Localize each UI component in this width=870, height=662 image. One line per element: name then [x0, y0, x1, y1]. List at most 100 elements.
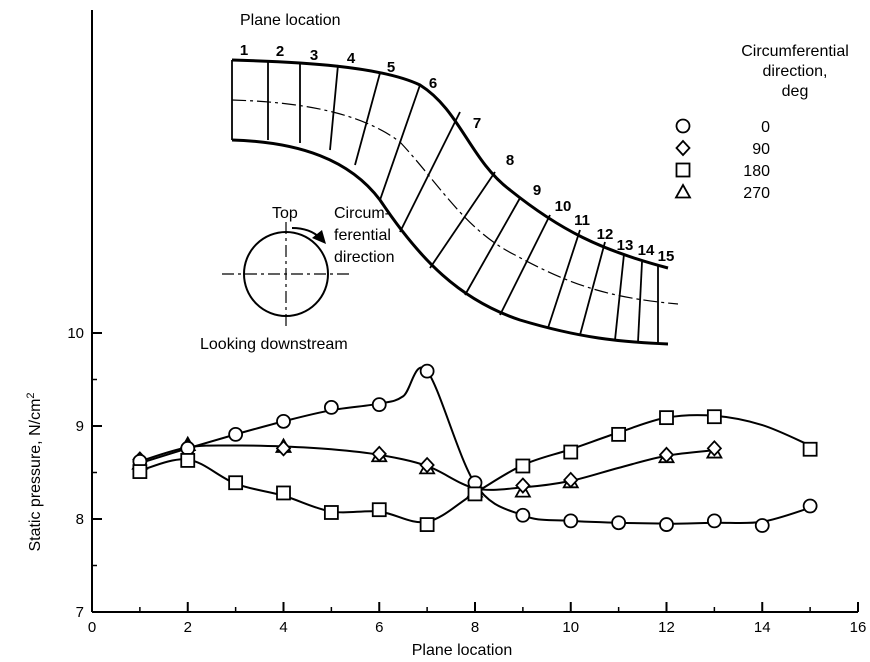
marker-square-series-180: [659, 410, 674, 426]
plane-number-label: 3: [310, 47, 318, 64]
legend: Circumferential direction, deg 0 90 180 270: [674, 43, 849, 202]
plane-number-label: 14: [638, 242, 655, 259]
marker-diamond-series-90: [419, 456, 435, 474]
plane-line: [379, 84, 421, 201]
x-tick-label: 12: [658, 619, 675, 636]
marker-diamond-series-90: [563, 471, 579, 489]
marker-circle-series-0: [180, 440, 196, 456]
y-axis-title-text: Static pressure, N/cm: [27, 399, 44, 552]
marker-square-series-180: [802, 441, 818, 457]
marker-circle-series-0: [659, 517, 674, 532]
plane-number-label: 13: [617, 237, 634, 254]
marker-diamond-series-90: [658, 446, 675, 464]
looking-downstream-label: Looking downstream: [200, 336, 348, 353]
plane-number-label: 4: [347, 50, 356, 67]
legend-title-line-1: Circumferential: [741, 43, 849, 60]
legend-diamond-icon: [675, 139, 691, 157]
marker-square-series-180: [419, 517, 435, 532]
marker-square-series-180: [132, 464, 148, 479]
plane-number-label: 7: [473, 115, 481, 132]
marker-circle-series-0: [371, 397, 387, 413]
x-axis-title: Plane location: [412, 642, 513, 659]
plane-line: [399, 111, 461, 233]
marker-square-series-180: [706, 409, 722, 425]
y-tick-label: 8: [76, 511, 84, 528]
plane-lines: [231, 60, 659, 343]
y-ticks: 7 8 9 10: [67, 325, 102, 621]
plane-number-label: 2: [276, 43, 284, 60]
plane-number-label: 10: [555, 198, 572, 215]
legend-square-icon: [675, 162, 691, 178]
legend-triangle-icon: [674, 183, 692, 199]
plane-number-label: 15: [658, 248, 675, 265]
x-tick-label: 14: [754, 619, 771, 636]
plane-number-label: 6: [429, 75, 437, 92]
plane-line: [547, 229, 581, 329]
plane-line: [429, 171, 496, 269]
marker-circle-series-0: [754, 518, 770, 533]
y-axis-title: Static pressure, N/cm2: [25, 392, 44, 551]
plane-number-label: 1: [240, 42, 248, 59]
marker-square-series-180: [611, 426, 627, 442]
x-tick-label: 16: [850, 619, 867, 636]
marker-square-series-180: [276, 485, 291, 501]
plane-line: [354, 72, 381, 166]
legend-label: 0: [761, 119, 770, 136]
legend-label: 270: [743, 185, 770, 202]
marker-square-series-180: [323, 505, 339, 520]
marker-square-series-180: [515, 458, 531, 474]
direction-label-line-3: direction: [334, 249, 394, 266]
plane-line: [329, 64, 339, 151]
marker-diamond-series-90: [515, 477, 531, 494]
legend-label: 90: [752, 141, 770, 158]
marker-circle-series-0: [706, 513, 722, 529]
x-tick-label: 10: [562, 619, 579, 636]
plane-number-label: 9: [533, 182, 541, 199]
marker-square-series-180: [467, 486, 483, 502]
marker-diamond-series-90: [706, 439, 723, 457]
marker-circle-series-0: [611, 515, 627, 531]
duct-outer-wall: [231, 58, 669, 270]
y-axis-title-superscript: 2: [25, 392, 37, 398]
legend-label: 180: [743, 163, 770, 180]
plane-number-label: 8: [506, 152, 514, 169]
legend-circle-icon: [675, 118, 691, 134]
marker-square-series-180: [371, 502, 387, 518]
direction-label-line-2: ferential: [334, 227, 391, 244]
plane-line: [637, 261, 643, 343]
duct-inner-wall: [231, 138, 669, 346]
x-tick-label: 2: [184, 619, 192, 636]
x-tick-label: 4: [279, 619, 287, 636]
plane-line: [614, 253, 625, 341]
marker-diamond-series-90: [275, 439, 292, 457]
data-markers: [131, 363, 818, 533]
circumferential-arrow-head-icon: [312, 230, 326, 244]
fitted-curve: [139, 366, 811, 525]
plane-number-label: 11: [574, 212, 590, 229]
plane-number-label: 5: [387, 59, 395, 76]
direction-label-line-1: Circum-: [334, 205, 390, 222]
marker-circle-series-0: [419, 363, 435, 379]
inset-plane-location-label: Plane location: [240, 12, 341, 29]
marker-circle-series-0: [276, 413, 291, 429]
marker-square-series-180: [563, 444, 579, 460]
marker-diamond-series-90: [371, 445, 387, 463]
plane-line: [499, 214, 551, 316]
legend-title-line-2: direction,: [763, 63, 828, 80]
plane-number-label: 12: [597, 226, 614, 243]
marker-circle-series-0: [323, 399, 339, 415]
y-tick-label: 10: [67, 325, 84, 342]
marker-circle-series-0: [228, 426, 244, 442]
y-tick-label: 9: [76, 418, 84, 435]
marker-circle-series-0: [802, 498, 818, 514]
marker-square-series-180: [180, 453, 196, 468]
marker-circle-series-0: [515, 507, 531, 523]
legend-title-line-3: deg: [782, 83, 809, 100]
x-ticks: 0 2 4 6 8 10 12 14 16: [88, 602, 867, 636]
plane-line: [579, 241, 606, 336]
x-tick-label: 8: [471, 619, 479, 636]
y-tick-label: 7: [76, 604, 84, 621]
